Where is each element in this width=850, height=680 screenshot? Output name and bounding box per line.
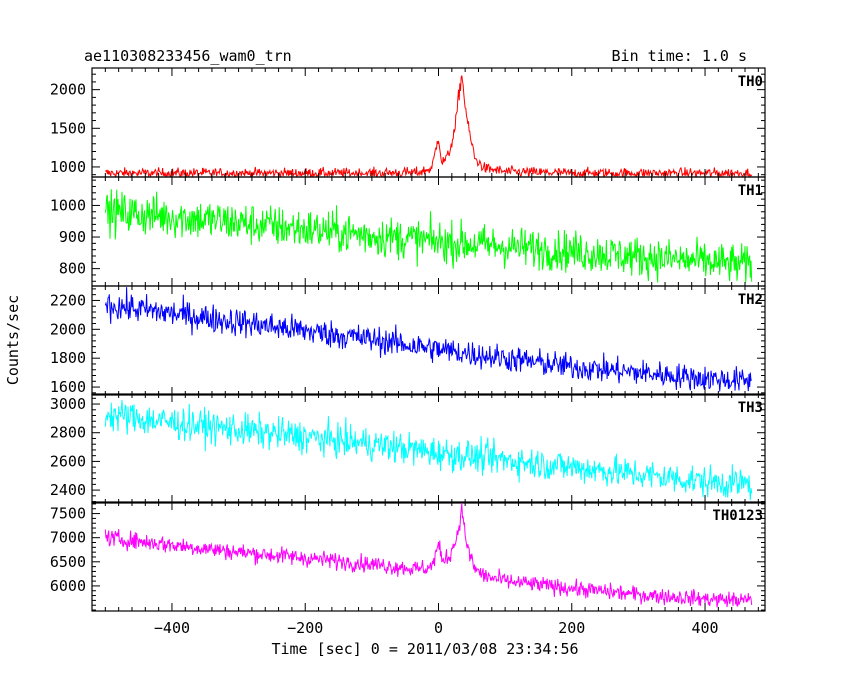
y-tick-label: 7000 [50, 529, 86, 547]
y-tick-label: 2400 [50, 481, 86, 499]
series-line-th2 [104, 287, 753, 392]
panel-th0123: 6000 6500 7000 7500 TH0123 [50, 501, 766, 612]
y-tick-label: 1000 [50, 196, 86, 214]
x-tick-label: 200 [558, 619, 585, 637]
series-line-th0 [104, 75, 753, 178]
y-tick-label: 2600 [50, 452, 86, 470]
y-tick-label: 1800 [50, 349, 86, 367]
y-tick-label: 7500 [50, 505, 86, 523]
panel-th2: 1600 1800 2000 2200 TH2 [50, 285, 766, 396]
panel-label-th0123: TH0123 [712, 508, 763, 524]
panels: 1000 1500 2000 TH0 800 900 1000 TH1 1600 1800 2000… [50, 67, 766, 612]
y-tick-label: 800 [59, 260, 86, 278]
y-tick-label: 2200 [50, 291, 86, 309]
panel-frame [91, 67, 766, 178]
y-tick-label: 2800 [50, 424, 86, 442]
panel-label-th0: TH0 [738, 74, 763, 90]
x-tick-label: 400 [691, 619, 718, 637]
y-tick-label: 3000 [50, 395, 86, 413]
x-tick-label: −400 [154, 619, 190, 637]
y-tick-label: 2000 [50, 81, 86, 99]
y-axis-label: Counts/sec [4, 295, 22, 385]
y-tick-label: 900 [59, 228, 86, 246]
y-tick-label: 6500 [50, 553, 86, 571]
series-line-th1 [104, 189, 753, 283]
panel-th1: 800 900 1000 TH1 [50, 176, 766, 287]
x-tick-label: 0 [434, 619, 443, 637]
y-tick-label: 6000 [50, 577, 86, 595]
series-line-th3 [104, 399, 753, 501]
bin-time-label: Bin time: 1.0 s [612, 47, 747, 65]
x-tick-label: −200 [287, 619, 323, 637]
y-tick-label: 2000 [50, 320, 86, 338]
panel-frame [91, 501, 766, 612]
y-tick-label: 1600 [50, 378, 86, 396]
panel-label-th1: TH1 [738, 183, 763, 199]
panel-th0: 1000 1500 2000 TH0 [50, 67, 766, 178]
panel-th3: 2400 2600 2800 3000 TH3 [50, 393, 766, 504]
y-tick-label: 1500 [50, 119, 86, 137]
chart-title: ae110308233456_wam0_trn [84, 47, 292, 65]
panel-label-th3: TH3 [738, 400, 763, 416]
panel-frame [91, 393, 766, 504]
y-tick-label: 1000 [50, 158, 86, 176]
x-axis: −400 −200 0 200 400 [154, 619, 719, 637]
x-axis-label: Time [sec] 0 = 2011/03/08 23:34:56 [271, 640, 578, 658]
panel-label-th2: TH2 [738, 292, 763, 308]
panel-frame [91, 285, 766, 396]
series-line-th0123 [104, 502, 753, 608]
